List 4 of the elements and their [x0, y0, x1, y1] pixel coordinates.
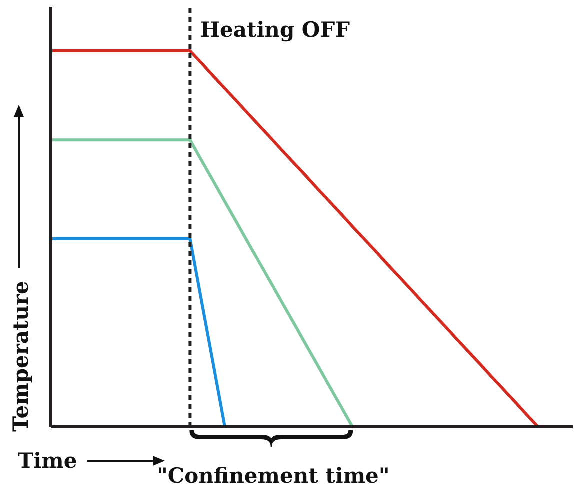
text: "Confinement time"	[156, 463, 390, 488]
text: Heating OFF	[200, 17, 350, 42]
x-axis-title: Time	[18, 448, 78, 473]
y-axis-title: Temperature	[8, 281, 33, 432]
